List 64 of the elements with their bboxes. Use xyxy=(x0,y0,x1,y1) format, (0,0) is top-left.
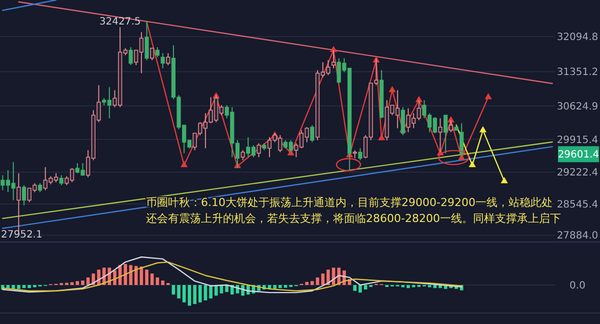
point xyxy=(388,86,396,92)
bar xyxy=(76,281,80,285)
bar xyxy=(364,285,368,290)
bar xyxy=(81,280,84,285)
y-tick-label: 27884.0 xyxy=(556,230,598,242)
bar xyxy=(182,285,186,302)
candlestick xyxy=(310,124,314,143)
bar xyxy=(188,285,192,306)
candlestick xyxy=(128,46,133,66)
candlestick xyxy=(444,114,448,154)
candlestick xyxy=(22,184,26,206)
bar xyxy=(193,285,196,304)
bar xyxy=(310,281,314,285)
y-tick-label: 28545.4 xyxy=(556,200,598,211)
y-tick-label: 31351.2 xyxy=(556,67,598,78)
annotation: 29601.4 xyxy=(558,150,600,161)
bar xyxy=(17,285,20,289)
bar xyxy=(214,285,218,296)
candlestick xyxy=(240,150,245,161)
y-tick-label: 29915.4 xyxy=(556,134,598,146)
bar xyxy=(177,285,180,298)
point xyxy=(378,134,386,140)
bar xyxy=(156,277,160,285)
text: 0.0 xyxy=(570,280,586,292)
bar xyxy=(305,282,309,285)
point xyxy=(330,46,338,52)
bar xyxy=(129,265,132,285)
candlestick xyxy=(155,46,160,58)
bar xyxy=(145,270,148,285)
annotation: 32427.5 xyxy=(99,16,141,28)
bar xyxy=(406,285,410,288)
point xyxy=(484,93,492,100)
bar xyxy=(150,274,154,285)
bar xyxy=(326,270,330,285)
bar xyxy=(225,285,228,292)
candlestick xyxy=(256,142,261,158)
bar xyxy=(70,282,74,285)
bar xyxy=(161,280,164,285)
bar xyxy=(358,285,362,293)
candlestick xyxy=(166,52,170,66)
y-tick-label: 29222.4 xyxy=(556,168,598,179)
point xyxy=(479,126,487,132)
y-tick-label: 30624.9 xyxy=(556,101,598,112)
candlestick xyxy=(59,174,64,186)
bar xyxy=(278,285,282,288)
candlestick xyxy=(358,148,362,161)
annotation: 27952.1 xyxy=(1,229,42,240)
point xyxy=(180,160,188,168)
bar xyxy=(321,274,325,285)
bar xyxy=(353,285,357,291)
point xyxy=(468,160,476,168)
bar xyxy=(198,285,202,302)
bar xyxy=(204,285,208,300)
annotation: 还会有震荡上升的机会，若失去支撑，将面临28600-28200一线。同样支撑承上启下 xyxy=(146,212,561,225)
candlestick xyxy=(144,20,149,61)
bar xyxy=(284,285,288,288)
candlestick xyxy=(150,48,154,61)
bar xyxy=(172,285,176,295)
bar xyxy=(273,285,276,289)
bar xyxy=(28,285,32,288)
bar xyxy=(316,277,320,285)
point xyxy=(500,177,508,184)
candlestick xyxy=(160,52,165,69)
y-tick-label: 32094.8 xyxy=(556,32,598,44)
